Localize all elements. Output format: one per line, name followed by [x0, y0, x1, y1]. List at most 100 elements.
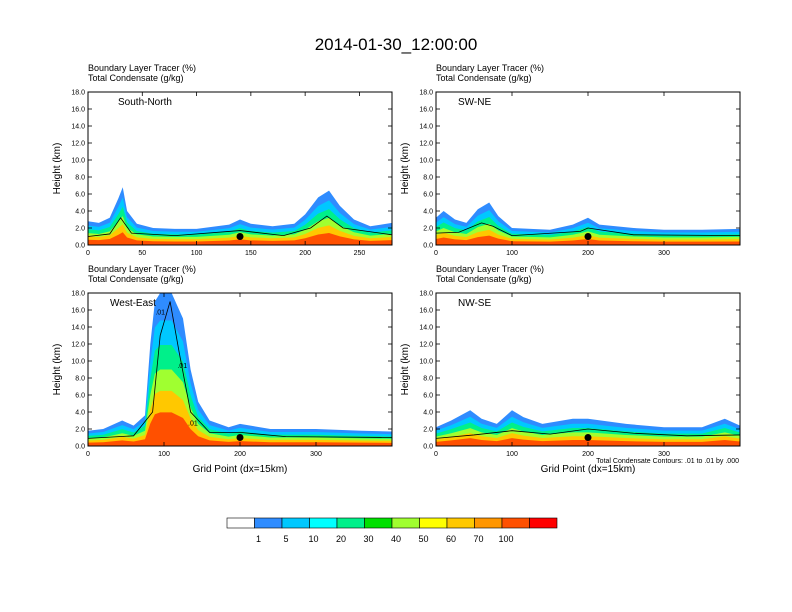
x-axis-label: Grid Point (dx=15km): [193, 464, 288, 475]
colorbar-swatch: [391, 517, 420, 529]
x-tick-label: 0: [86, 451, 90, 458]
y-tick-label: 10.0: [419, 158, 433, 165]
panel-west-east: Boundary Layer Tracer (%)Total Condensat…: [52, 264, 393, 475]
y-tick-label: 2.0: [75, 427, 85, 434]
location-marker: [584, 434, 592, 441]
y-tick-label: 2.0: [423, 226, 433, 233]
panel-sw-ne: Boundary Layer Tracer (%)Total Condensat…: [400, 63, 741, 257]
x-tick-label: 100: [158, 451, 170, 458]
panel-field-label: Boundary Layer Tracer (%): [88, 63, 196, 73]
colorbar-label: 70: [473, 534, 483, 544]
panel-contour-label: Total Condensate (g/kg): [436, 274, 532, 284]
y-tick-label: 2.0: [423, 427, 433, 434]
x-tick-label: 0: [86, 250, 90, 257]
x-tick-label: 200: [234, 451, 246, 458]
y-tick-label: 10.0: [71, 158, 85, 165]
y-tick-label: 8.0: [75, 376, 85, 383]
contour-footnote: Total Condensate Contours: .01 to .01 by…: [596, 458, 739, 465]
tracer-band-6: [88, 412, 392, 446]
y-tick-label: 12.0: [71, 141, 85, 148]
panels: Boundary Layer Tracer (%)Total Condensat…: [52, 63, 741, 475]
condensate-contour: [436, 428, 740, 439]
colorbar-label: 20: [336, 534, 346, 544]
y-tick-label: 12.0: [419, 342, 433, 349]
y-tick-label: 0.0: [423, 444, 433, 451]
panel-contour-label: Total Condensate (g/kg): [88, 274, 184, 284]
contour-label: .01: [188, 421, 198, 428]
panel-field-label: Boundary Layer Tracer (%): [436, 264, 544, 274]
y-tick-label: 0.0: [75, 243, 85, 250]
colorbar-swatch: [281, 517, 310, 529]
panel-field-label: Boundary Layer Tracer (%): [88, 264, 196, 274]
y-tick-label: 4.0: [423, 410, 433, 417]
y-tick-label: 4.0: [75, 209, 85, 216]
y-tick-label: 16.0: [419, 308, 433, 315]
y-tick-label: 0.0: [423, 243, 433, 250]
y-tick-label: 8.0: [423, 175, 433, 182]
y-tick-label: 6.0: [423, 192, 433, 199]
y-tick-label: 2.0: [75, 226, 85, 233]
y-tick-label: 14.0: [419, 124, 433, 131]
panel-name: South-North: [118, 97, 172, 108]
condensate-contour: [88, 215, 392, 237]
tracer-band-1: [88, 293, 392, 446]
y-axis-label: Height (km): [400, 143, 411, 195]
x-tick-label: 0: [434, 250, 438, 257]
panel-name: NW-SE: [458, 298, 491, 309]
location-marker: [236, 434, 244, 441]
x-tick-label: 0: [434, 451, 438, 458]
panel-name: West-East: [110, 298, 156, 309]
y-tick-label: 14.0: [71, 325, 85, 332]
colorbar-swatch: [226, 517, 255, 529]
contour-label: .01: [155, 309, 165, 316]
panel-contour-label: Total Condensate (g/kg): [436, 73, 532, 83]
plot-frame: [87, 292, 393, 447]
x-tick-label: 200: [582, 250, 594, 257]
y-tick-label: 10.0: [71, 359, 85, 366]
x-tick-label: 150: [245, 250, 257, 257]
y-tick-label: 16.0: [419, 107, 433, 114]
plot-frame: [87, 91, 393, 246]
colorbar-swatch: [474, 517, 503, 529]
colorbar-label: 10: [308, 534, 318, 544]
location-marker: [236, 233, 244, 240]
colorbar-label: 40: [391, 534, 401, 544]
x-tick-label: 100: [506, 451, 518, 458]
panel-nw-se: Boundary Layer Tracer (%)Total Condensat…: [400, 264, 741, 475]
y-axis-label: Height (km): [400, 344, 411, 396]
colorbar-label: 5: [283, 534, 288, 544]
y-tick-label: 6.0: [75, 192, 85, 199]
condensate-contour: [88, 301, 392, 439]
x-axis-label: Grid Point (dx=15km): [541, 464, 636, 475]
figure-title: 2014-01-30_12:00:00: [315, 35, 478, 54]
x-tick-label: 250: [354, 250, 366, 257]
x-tick-label: 200: [299, 250, 311, 257]
location-marker: [584, 233, 592, 240]
y-tick-label: 8.0: [75, 175, 85, 182]
panel-field-label: Boundary Layer Tracer (%): [436, 63, 544, 73]
y-tick-label: 6.0: [423, 393, 433, 400]
colorbar-swatch: [254, 517, 283, 529]
colorbar-swatch: [364, 517, 393, 529]
panel-name: SW-NE: [458, 97, 491, 108]
panel-contour-label: Total Condensate (g/kg): [88, 73, 184, 83]
colorbar-swatch: [446, 517, 475, 529]
colorbar: 1 5 10 20 30 40 50 60 70 100: [226, 517, 558, 544]
y-axis-label: Height (km): [52, 344, 63, 396]
y-tick-label: 12.0: [71, 342, 85, 349]
x-tick-label: 300: [310, 451, 322, 458]
y-tick-label: 14.0: [419, 325, 433, 332]
tracer-field: [88, 293, 392, 446]
x-tick-label: 100: [191, 250, 203, 257]
colorbar-label: 30: [363, 534, 373, 544]
colorbar-label: 50: [418, 534, 428, 544]
x-tick-label: 300: [658, 250, 670, 257]
colorbar-swatch: [336, 517, 365, 529]
y-tick-label: 6.0: [75, 393, 85, 400]
y-tick-label: 16.0: [71, 308, 85, 315]
y-axis-label: Height (km): [52, 143, 63, 195]
condensate-contour: [436, 222, 740, 237]
y-tick-label: 0.0: [75, 444, 85, 451]
y-tick-label: 18.0: [419, 90, 433, 97]
